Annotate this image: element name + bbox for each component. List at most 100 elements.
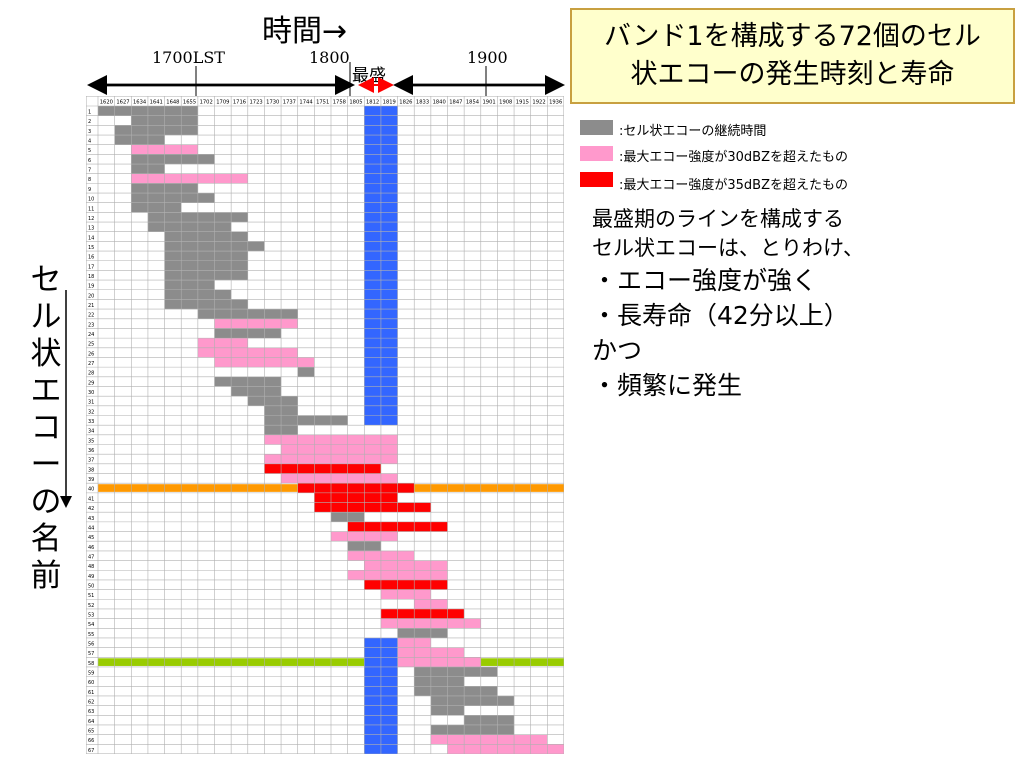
cell-bar (414, 686, 498, 696)
row-label: 17 (88, 264, 94, 270)
note-line-2: セル状エコーは、とりわけ、 (592, 236, 864, 260)
column-header-label: 1723 (250, 100, 263, 106)
legend-text-gray: :セル状エコーの継続時間 (619, 124, 767, 139)
column-header-label: 1702 (200, 100, 213, 106)
cell-bar (430, 695, 515, 706)
cell-bar (281, 444, 398, 455)
title-box: バンド1を構成する72個のセル 状エコーの発生時刻と寿命 (570, 8, 1015, 104)
row-label: 36 (88, 448, 94, 454)
column-header-label: 1908 (499, 100, 512, 106)
cell-echo-chart: 1620 1627 1634 1641 1648 1655 1702 1709 1716 1723… (86, 96, 564, 754)
row-label: 24 (88, 332, 94, 338)
note-line-3: ・エコー強度が強く (592, 266, 818, 295)
cell-bar (214, 318, 298, 329)
cell-bar (131, 154, 215, 165)
row-label: 47 (88, 554, 94, 560)
row-label: 31 (88, 400, 94, 406)
note-line-4: ・長寿命（42分以上） (592, 301, 849, 330)
row-label: 67 (88, 748, 94, 754)
row-label: 8 (88, 177, 91, 183)
column-header-label: 1655 (183, 100, 196, 106)
row-label: 43 (88, 516, 94, 522)
cell-bar (247, 396, 298, 406)
legend-swatch-gray (580, 120, 613, 135)
cell-bar (131, 202, 182, 213)
column-header-label: 1915 (516, 100, 529, 106)
column-header-label: 1819 (383, 100, 396, 106)
note-text: 最盛期のラインを構成する セル状エコーは、とりわけ、 ・エコー強度が強く ・長寿… (592, 205, 864, 403)
row-label: 56 (88, 641, 94, 647)
column-header-label: 1730 (266, 100, 279, 106)
row-label: 60 (88, 680, 94, 686)
cell-bar (297, 483, 415, 493)
row-label: 38 (88, 467, 94, 473)
column-header-label: 1641 (150, 100, 163, 106)
cell-bar (147, 222, 232, 232)
column-header-label: 1751 (316, 100, 329, 106)
row-label: 49 (88, 574, 94, 580)
cell-bar (114, 125, 198, 136)
y-axis-label-char: 状 (30, 336, 62, 372)
cell-bar (164, 231, 248, 242)
row-label: 44 (88, 525, 94, 531)
row-label: 2 (88, 119, 91, 125)
cell-bar (364, 579, 448, 590)
column-header-label: 1627 (116, 100, 129, 106)
row-label: 39 (88, 477, 94, 483)
cell-bar (164, 251, 248, 261)
row-label: 14 (88, 235, 94, 241)
legend-text-red: :最大エコー強度が35dBZを超えたもの (619, 178, 848, 193)
cell-bar (281, 473, 398, 484)
cell-bar (131, 173, 248, 184)
cell-bar (447, 744, 564, 754)
row-label: 10 (88, 197, 94, 203)
row-label: 19 (88, 284, 94, 290)
row-label: 55 (88, 632, 94, 638)
row-label: 35 (88, 438, 94, 444)
row-label: 3 (88, 129, 91, 135)
legend-swatch-pink (580, 146, 613, 161)
y-axis-label-char: 名 (30, 521, 62, 557)
cell-bar (314, 492, 398, 503)
row-label: 52 (88, 603, 94, 609)
row-label: 29 (88, 380, 94, 386)
row-label: 48 (88, 564, 94, 570)
row-label: 7 (88, 168, 91, 174)
column-header-label: 1620 (100, 100, 113, 106)
cell-bar (364, 560, 448, 571)
column-header-label: 1840 (433, 100, 446, 106)
y-axis-label-char: エ (30, 373, 62, 409)
cell-bar (114, 135, 165, 145)
legend-text-pink: :最大エコー強度が30dBZを超えたもの (619, 150, 848, 165)
row-label: 37 (88, 458, 94, 464)
row-label: 21 (88, 303, 94, 309)
row-label: 64 (88, 719, 94, 725)
y-axis-label-char: の (30, 484, 62, 520)
tick-1900: 1900 (467, 48, 508, 67)
cell-bar (397, 657, 481, 667)
row-label: 53 (88, 612, 94, 618)
row-label: 23 (88, 322, 94, 328)
cell-bar (164, 260, 248, 271)
y-axis-label-char: 前 (30, 558, 62, 594)
column-header-label: 1805 (349, 100, 362, 106)
column-header-label: 1922 (532, 100, 545, 106)
cell-bar (464, 715, 515, 725)
row-label: 33 (88, 419, 94, 425)
column-header-label: 1758 (333, 100, 346, 106)
tick-1700: 1700LST (152, 48, 225, 67)
row-label: 30 (88, 390, 94, 396)
cell-bar (430, 724, 515, 735)
row-label: 32 (88, 409, 94, 415)
column-header-label: 1744 (299, 100, 313, 106)
row-label: 22 (88, 313, 94, 319)
column-header-label: 1648 (166, 100, 179, 106)
row-label: 15 (88, 245, 94, 251)
column-header-label: 1716 (233, 100, 246, 106)
title-line-1: バンド1を構成する72個のセル (604, 21, 981, 52)
row-label: 1 (88, 110, 91, 116)
row-label: 26 (88, 351, 94, 357)
cell-bar (414, 666, 498, 677)
row-label: 18 (88, 274, 94, 280)
row-label: 27 (88, 361, 94, 367)
